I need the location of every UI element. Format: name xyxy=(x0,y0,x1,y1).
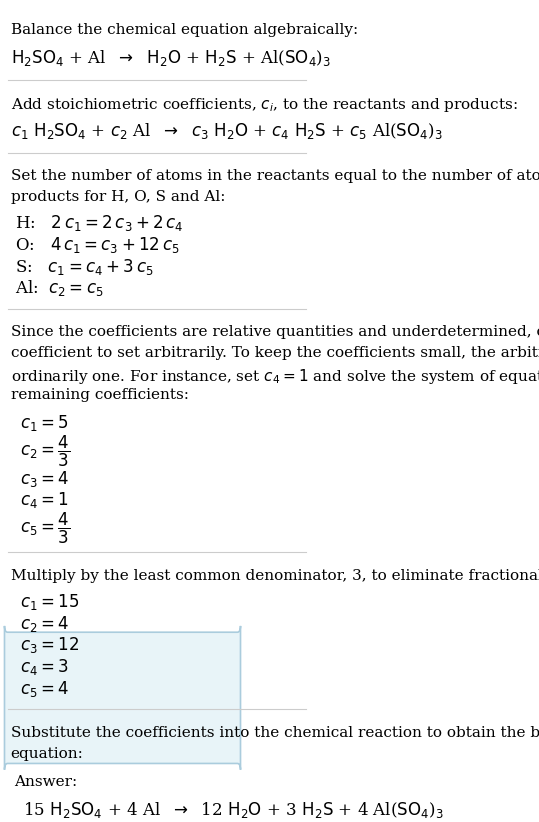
Text: remaining coefficients:: remaining coefficients: xyxy=(11,388,189,402)
Text: $c_5 = 4$: $c_5 = 4$ xyxy=(20,679,69,700)
Text: Al:  $c_2 = c_5$: Al: $c_2 = c_5$ xyxy=(16,279,104,298)
Text: products for H, O, S and Al:: products for H, O, S and Al: xyxy=(11,190,225,204)
Text: $\mathrm{H_2SO_4}$ + Al  $\rightarrow$  $\mathrm{H_2O}$ + $\mathrm{H_2S}$ + Al($: $\mathrm{H_2SO_4}$ + Al $\rightarrow$ $\… xyxy=(11,48,331,68)
Text: O:   $4\,c_1 = c_3 + 12\,c_5$: O: $4\,c_1 = c_3 + 12\,c_5$ xyxy=(16,235,180,255)
Text: Balance the chemical equation algebraically:: Balance the chemical equation algebraica… xyxy=(11,24,358,38)
Text: S:   $c_1 = c_4 + 3\,c_5$: S: $c_1 = c_4 + 3\,c_5$ xyxy=(16,256,154,277)
Text: $c_4 = 1$: $c_4 = 1$ xyxy=(20,490,68,510)
Text: $c_2 = \dfrac{4}{3}$: $c_2 = \dfrac{4}{3}$ xyxy=(20,433,70,469)
Text: $c_2 = 4$: $c_2 = 4$ xyxy=(20,614,69,634)
Text: equation:: equation: xyxy=(11,747,84,761)
Text: $c_1 = 15$: $c_1 = 15$ xyxy=(20,592,79,612)
Text: Substitute the coefficients into the chemical reaction to obtain the balanced: Substitute the coefficients into the che… xyxy=(11,726,539,740)
Text: Since the coefficients are relative quantities and underdetermined, choose a: Since the coefficients are relative quan… xyxy=(11,326,539,339)
Text: Set the number of atoms in the reactants equal to the number of atoms in the: Set the number of atoms in the reactants… xyxy=(11,169,539,183)
Text: H:   $2\,c_1 = 2\,c_3 + 2\,c_4$: H: $2\,c_1 = 2\,c_3 + 2\,c_4$ xyxy=(16,213,184,233)
Text: 15 $\mathrm{H_2SO_4}$ + 4 Al  $\rightarrow$  12 $\mathrm{H_2O}$ + 3 $\mathrm{H_2: 15 $\mathrm{H_2SO_4}$ + 4 Al $\rightarro… xyxy=(23,800,444,820)
Text: $c_1$ $\mathrm{H_2SO_4}$ + $c_2$ Al  $\rightarrow$  $c_3$ $\mathrm{H_2O}$ + $c_4: $c_1$ $\mathrm{H_2SO_4}$ + $c_2$ Al $\ri… xyxy=(11,122,443,141)
Text: $c_3 = 12$: $c_3 = 12$ xyxy=(20,635,79,655)
Text: $c_3 = 4$: $c_3 = 4$ xyxy=(20,469,69,489)
Text: Multiply by the least common denominator, 3, to eliminate fractional coefficient: Multiply by the least common denominator… xyxy=(11,569,539,583)
FancyBboxPatch shape xyxy=(4,626,240,769)
Text: $c_1 = 5$: $c_1 = 5$ xyxy=(20,413,68,432)
Text: $c_4 = 3$: $c_4 = 3$ xyxy=(20,658,69,677)
Text: Add stoichiometric coefficients, $c_i$, to the reactants and products:: Add stoichiometric coefficients, $c_i$, … xyxy=(11,96,517,114)
Text: Answer:: Answer: xyxy=(14,775,77,789)
Text: coefficient to set arbitrarily. To keep the coefficients small, the arbitrary va: coefficient to set arbitrarily. To keep … xyxy=(11,346,539,360)
Text: $c_5 = \dfrac{4}{3}$: $c_5 = \dfrac{4}{3}$ xyxy=(20,510,70,546)
Text: ordinarily one. For instance, set $c_4 = 1$ and solve the system of equations fo: ordinarily one. For instance, set $c_4 =… xyxy=(11,367,539,386)
